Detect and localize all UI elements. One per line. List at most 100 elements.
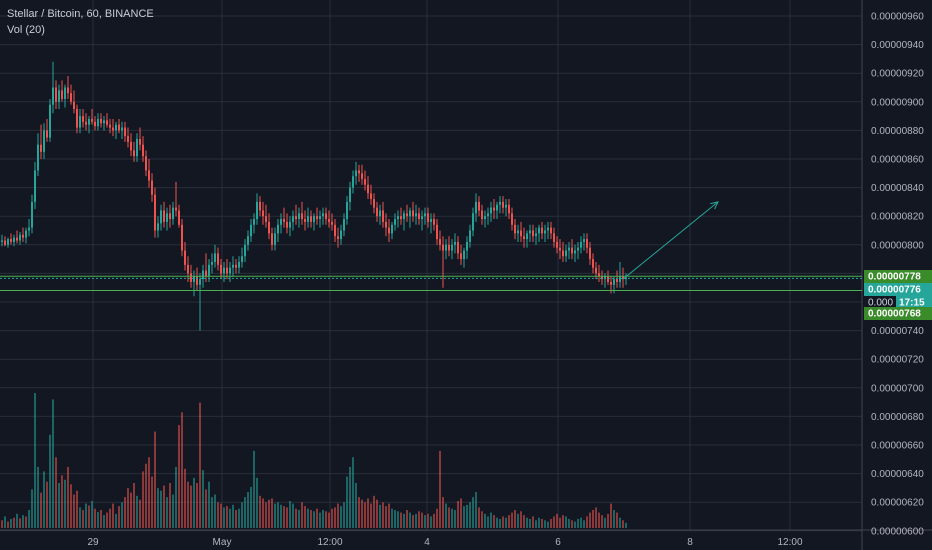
volume-bar — [394, 510, 396, 528]
candle-body — [166, 213, 168, 222]
candle-body — [274, 233, 276, 245]
candle-body — [613, 279, 615, 285]
candle-body — [400, 216, 402, 220]
price-tag-upper-box — [864, 270, 932, 283]
volume-bar — [175, 466, 177, 528]
y-tick-label: 0.00000620 — [871, 498, 924, 509]
volume-bar — [22, 515, 24, 528]
candle-body — [346, 201, 348, 220]
candle-body — [493, 207, 495, 211]
volume-bar — [280, 504, 282, 528]
volume-bar — [580, 517, 582, 528]
volume-bar — [247, 492, 249, 528]
candle-body — [343, 219, 345, 231]
candle-body — [541, 227, 543, 234]
volume-bar — [199, 402, 201, 528]
volume-bar — [544, 520, 546, 528]
candle-body — [415, 213, 417, 217]
candle-body — [235, 264, 237, 268]
candle-body — [157, 223, 159, 231]
volume-bar — [67, 466, 69, 528]
volume-bar — [256, 477, 258, 528]
volume-bar — [28, 510, 30, 528]
candle-body — [43, 130, 45, 152]
y-tick-label: 0.00000640 — [871, 469, 924, 480]
candle-body — [565, 250, 567, 257]
volume-bar — [382, 502, 384, 528]
volume-bar — [151, 476, 153, 528]
volume-bar — [64, 479, 66, 528]
price-tag-lower-box — [864, 307, 932, 320]
candle-body — [625, 277, 627, 280]
candle-body — [13, 237, 15, 242]
candle-body — [208, 264, 210, 277]
volume-bar — [334, 507, 336, 528]
candle-body — [391, 224, 393, 234]
volume-bar — [268, 499, 270, 528]
volume-bar — [310, 510, 312, 528]
candle-body — [529, 230, 531, 234]
countdown-tag: 17:15 — [899, 298, 925, 309]
volume-bar — [163, 485, 165, 528]
legend-indicator[interactable]: Vol (20) — [7, 24, 45, 36]
candle-body — [229, 267, 231, 274]
candle-body — [241, 256, 243, 262]
volume-bar — [70, 484, 72, 528]
candle-body — [4, 240, 6, 245]
candle-body — [172, 207, 174, 220]
volume-bar — [502, 516, 504, 528]
volume-bar — [376, 499, 378, 528]
candle-body — [226, 267, 228, 274]
y-tick-label: 0.00000820 — [871, 212, 924, 223]
price-tag-lower: 0.00000768 — [868, 309, 921, 320]
volume-bar — [445, 503, 447, 528]
volume-bar — [355, 483, 357, 528]
candle-body — [295, 216, 297, 220]
candle-body — [37, 144, 39, 171]
volume-bar — [565, 516, 567, 528]
candle-body — [475, 201, 477, 214]
candle-body — [406, 213, 408, 217]
volume-bar — [136, 495, 138, 528]
volume-bar — [469, 502, 471, 528]
candle-body — [376, 207, 378, 217]
candle-body — [451, 244, 453, 251]
candle-body — [202, 270, 204, 280]
volume-bar — [49, 434, 51, 528]
candle-body — [328, 219, 330, 222]
candle-body — [151, 180, 153, 195]
volume-bar — [157, 488, 159, 528]
volume-bar — [325, 511, 327, 528]
legend-symbol[interactable]: Stellar / Bitcoin, 60, BINANCE — [7, 8, 154, 20]
volume-bar — [577, 519, 579, 528]
volume-bar — [406, 510, 408, 528]
candle-body — [412, 210, 414, 217]
candle-body — [586, 239, 588, 248]
volume-bar — [112, 503, 114, 528]
candle-body — [313, 216, 315, 222]
price-tag-upper: 0.00000778 — [868, 272, 921, 283]
volume-bar — [427, 513, 429, 528]
candle-body — [490, 207, 492, 214]
candle-body — [595, 267, 597, 274]
candle-body — [22, 234, 24, 238]
volume-bar — [211, 497, 213, 528]
candle-body — [442, 244, 444, 251]
y-tick-label: 0.00000720 — [871, 355, 924, 366]
volume-bar — [397, 511, 399, 528]
candle-body — [109, 124, 111, 128]
volume-bar — [40, 492, 42, 528]
candle-body — [592, 259, 594, 268]
volume-bar — [541, 519, 543, 528]
volume-bar — [127, 488, 129, 528]
candle-body — [121, 127, 123, 131]
volume-bar — [172, 494, 174, 528]
volume-bar — [292, 503, 294, 528]
candle-body — [31, 201, 33, 228]
candle-body — [556, 241, 558, 248]
candle-body — [271, 233, 273, 245]
candle-body — [97, 118, 99, 127]
legend: Stellar / Bitcoin, 60, BINANCE Vol (20) — [7, 6, 154, 38]
